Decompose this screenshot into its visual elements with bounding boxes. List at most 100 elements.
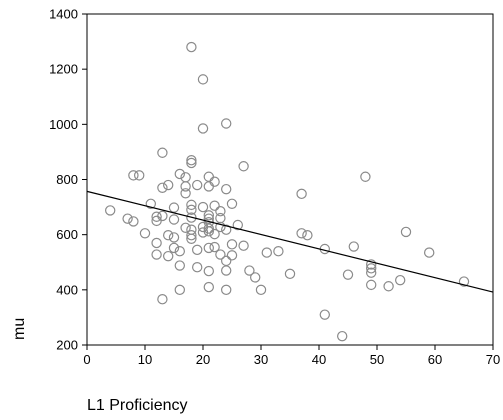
data-point — [197, 123, 209, 134]
x-tick-label: 20 — [196, 352, 210, 367]
data-point — [220, 265, 232, 276]
data-point — [244, 265, 255, 276]
y-axis-title: mu — [11, 318, 28, 340]
data-point — [209, 228, 220, 240]
data-point — [180, 188, 191, 199]
data-point — [186, 204, 197, 216]
data-point — [203, 171, 214, 182]
y-tick-label: 1000 — [49, 117, 78, 132]
data-point — [174, 246, 185, 257]
data-point — [360, 171, 371, 182]
data-point — [220, 118, 232, 129]
data-point — [157, 182, 168, 193]
data-point — [220, 284, 232, 296]
data-point — [337, 330, 348, 342]
x-tick-label: 0 — [83, 352, 90, 367]
data-point — [203, 265, 214, 277]
data-point — [232, 219, 243, 231]
data-point — [174, 260, 185, 271]
data-point — [203, 181, 214, 192]
data-point — [203, 223, 214, 234]
x-tick-label: 30 — [254, 352, 268, 367]
data-point — [191, 244, 203, 256]
data-point — [157, 210, 168, 222]
data-point — [209, 241, 220, 253]
data-point — [249, 272, 261, 283]
y-tick-label: 1400 — [49, 7, 78, 22]
data-point — [145, 198, 156, 209]
data-point — [133, 170, 145, 181]
data-point — [151, 211, 162, 222]
data-point — [180, 222, 191, 233]
data-point — [186, 41, 197, 53]
data-point — [319, 309, 330, 320]
data-point — [383, 281, 394, 292]
data-point — [186, 212, 197, 223]
data-point — [174, 284, 185, 296]
x-tick-label: 10 — [138, 352, 152, 367]
data-point — [157, 294, 168, 305]
data-point — [128, 170, 139, 181]
data-point — [186, 199, 197, 211]
data-point — [162, 179, 174, 191]
y-tick-label: 800 — [56, 172, 78, 187]
data-point — [395, 274, 406, 286]
data-point — [284, 268, 296, 280]
regression-line-group — [86, 190, 494, 293]
data-point — [215, 206, 226, 217]
data-point — [458, 276, 470, 287]
data-point — [220, 255, 232, 267]
data-point — [162, 250, 174, 262]
data-point — [191, 179, 203, 191]
data-point — [215, 212, 226, 224]
data-point — [174, 168, 185, 180]
data-point — [197, 227, 209, 238]
axis-ticks: 0 10 20 30 40 50 60 70 200 400 600 800 1000 1200 1400 — [49, 7, 500, 368]
data-point — [296, 228, 307, 239]
data-point — [366, 267, 377, 278]
data-point — [162, 230, 174, 241]
data-point — [186, 224, 197, 235]
data-point — [128, 216, 139, 227]
x-axis-title: L1 Proficiency — [87, 397, 188, 414]
data-point — [255, 284, 267, 296]
data-point — [424, 247, 435, 258]
data-point — [203, 226, 214, 237]
data-point — [203, 242, 214, 254]
x-tick-label: 50 — [370, 352, 384, 367]
data-point — [226, 198, 238, 209]
data-point — [238, 240, 249, 251]
data-point — [203, 281, 214, 293]
y-tick-label: 400 — [56, 282, 78, 297]
data-point — [342, 269, 354, 280]
data-point — [197, 201, 209, 213]
data-point — [186, 230, 197, 241]
data-point — [348, 241, 359, 252]
data-point — [151, 237, 162, 249]
plot-frame — [86, 13, 494, 346]
data-point — [261, 247, 272, 258]
data-point — [203, 213, 214, 224]
data-point — [168, 202, 180, 213]
data-point — [209, 200, 220, 211]
data-point — [220, 224, 232, 235]
data-point — [122, 213, 133, 224]
data-point — [191, 262, 203, 273]
x-tick-label: 40 — [312, 352, 326, 367]
data-points — [104, 41, 470, 342]
data-point — [186, 154, 197, 166]
data-point — [226, 239, 238, 250]
x-tick-label: 60 — [428, 352, 442, 367]
data-point — [168, 242, 180, 254]
data-point — [296, 188, 307, 200]
data-point — [226, 250, 238, 261]
data-point — [139, 228, 151, 239]
data-point — [220, 183, 232, 195]
data-point — [366, 263, 377, 274]
data-point — [168, 214, 180, 225]
y-tick-label: 1200 — [49, 62, 78, 77]
data-point — [151, 249, 162, 260]
data-point — [209, 176, 220, 187]
data-point — [197, 74, 209, 85]
